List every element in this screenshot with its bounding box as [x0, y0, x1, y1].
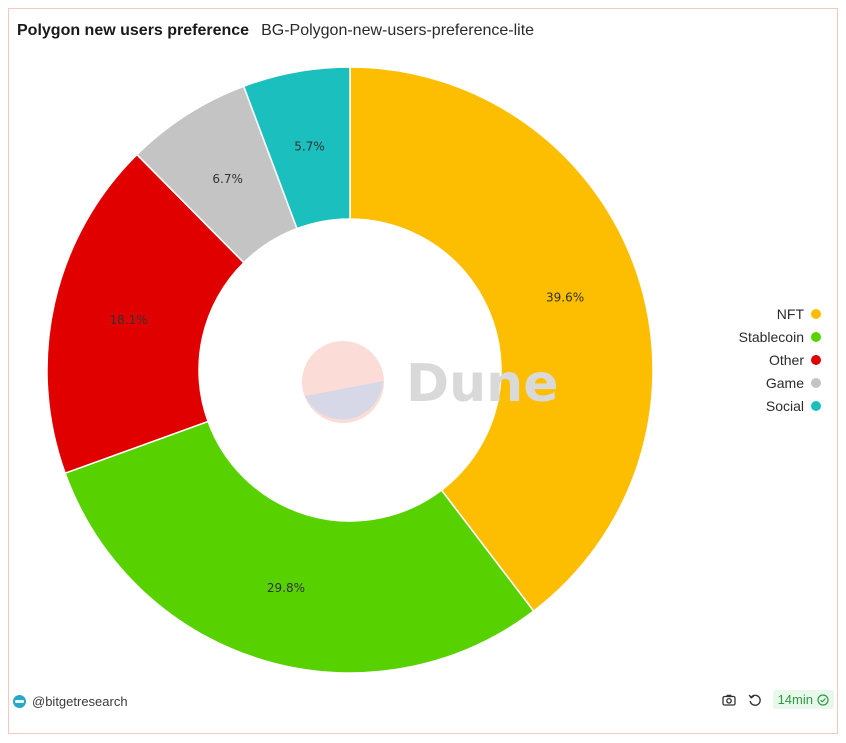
- slice-other[interactable]: [46, 153, 245, 475]
- slice-label-nft: 39.6%: [546, 290, 584, 304]
- legend-item-game[interactable]: Game: [766, 375, 821, 391]
- refresh-icon[interactable]: [747, 692, 763, 708]
- legend-swatch: [811, 355, 821, 365]
- chart-title: Polygon new users preference: [17, 22, 250, 39]
- check-circle-icon: [817, 693, 829, 706]
- legend-item-stablecoin[interactable]: Stablecoin: [739, 329, 821, 345]
- slice-nft[interactable]: [349, 66, 654, 613]
- slice-label-other: 18.1%: [109, 313, 147, 327]
- slice-social[interactable]: [242, 66, 351, 230]
- legend-item-nft[interactable]: NFT: [777, 306, 821, 322]
- refresh-age: 14min: [777, 692, 813, 707]
- footer-actions: 14min: [721, 690, 834, 709]
- legend-label: Stablecoin: [738, 329, 804, 345]
- legend-swatch: [811, 378, 821, 388]
- dune-logo-bottom: [305, 381, 383, 420]
- slice-stablecoin[interactable]: [64, 420, 535, 674]
- legend-label: Game: [765, 375, 804, 391]
- slice-label-game: 6.7%: [212, 172, 243, 186]
- dune-watermark-text: Dune: [406, 354, 558, 414]
- dune-watermark: Dune: [302, 341, 558, 423]
- slice-labels: 39.6% 29.8% 18.1% 6.7% 5.7%: [109, 140, 584, 595]
- legend-label: Other: [768, 352, 804, 368]
- chart-legend: NFT Stablecoin Other Game Social: [739, 306, 821, 414]
- slice-label-social: 5.7%: [294, 140, 325, 154]
- legend-item-other[interactable]: Other: [769, 352, 821, 368]
- legend-swatch: [811, 309, 821, 319]
- legend-label: Social: [765, 398, 804, 414]
- author-avatar: [13, 695, 26, 708]
- donut-slices: [46, 66, 654, 674]
- author-link[interactable]: @bitgetresearch: [13, 694, 128, 709]
- author-name: @bitgetresearch: [32, 694, 128, 709]
- legend-label: NFT: [776, 306, 804, 322]
- legend-swatch: [811, 401, 821, 411]
- legend-item-social[interactable]: Social: [766, 398, 821, 414]
- chart-subtitle: BG-Polygon-new-users-preference-lite: [261, 22, 535, 39]
- slice-label-stablecoin: 29.8%: [267, 581, 305, 595]
- legend-swatch: [811, 332, 821, 342]
- camera-icon[interactable]: [721, 692, 737, 708]
- refresh-status-badge[interactable]: 14min: [772, 690, 834, 709]
- chart-header: Polygon new users preference BG-Polygon-…: [17, 22, 534, 40]
